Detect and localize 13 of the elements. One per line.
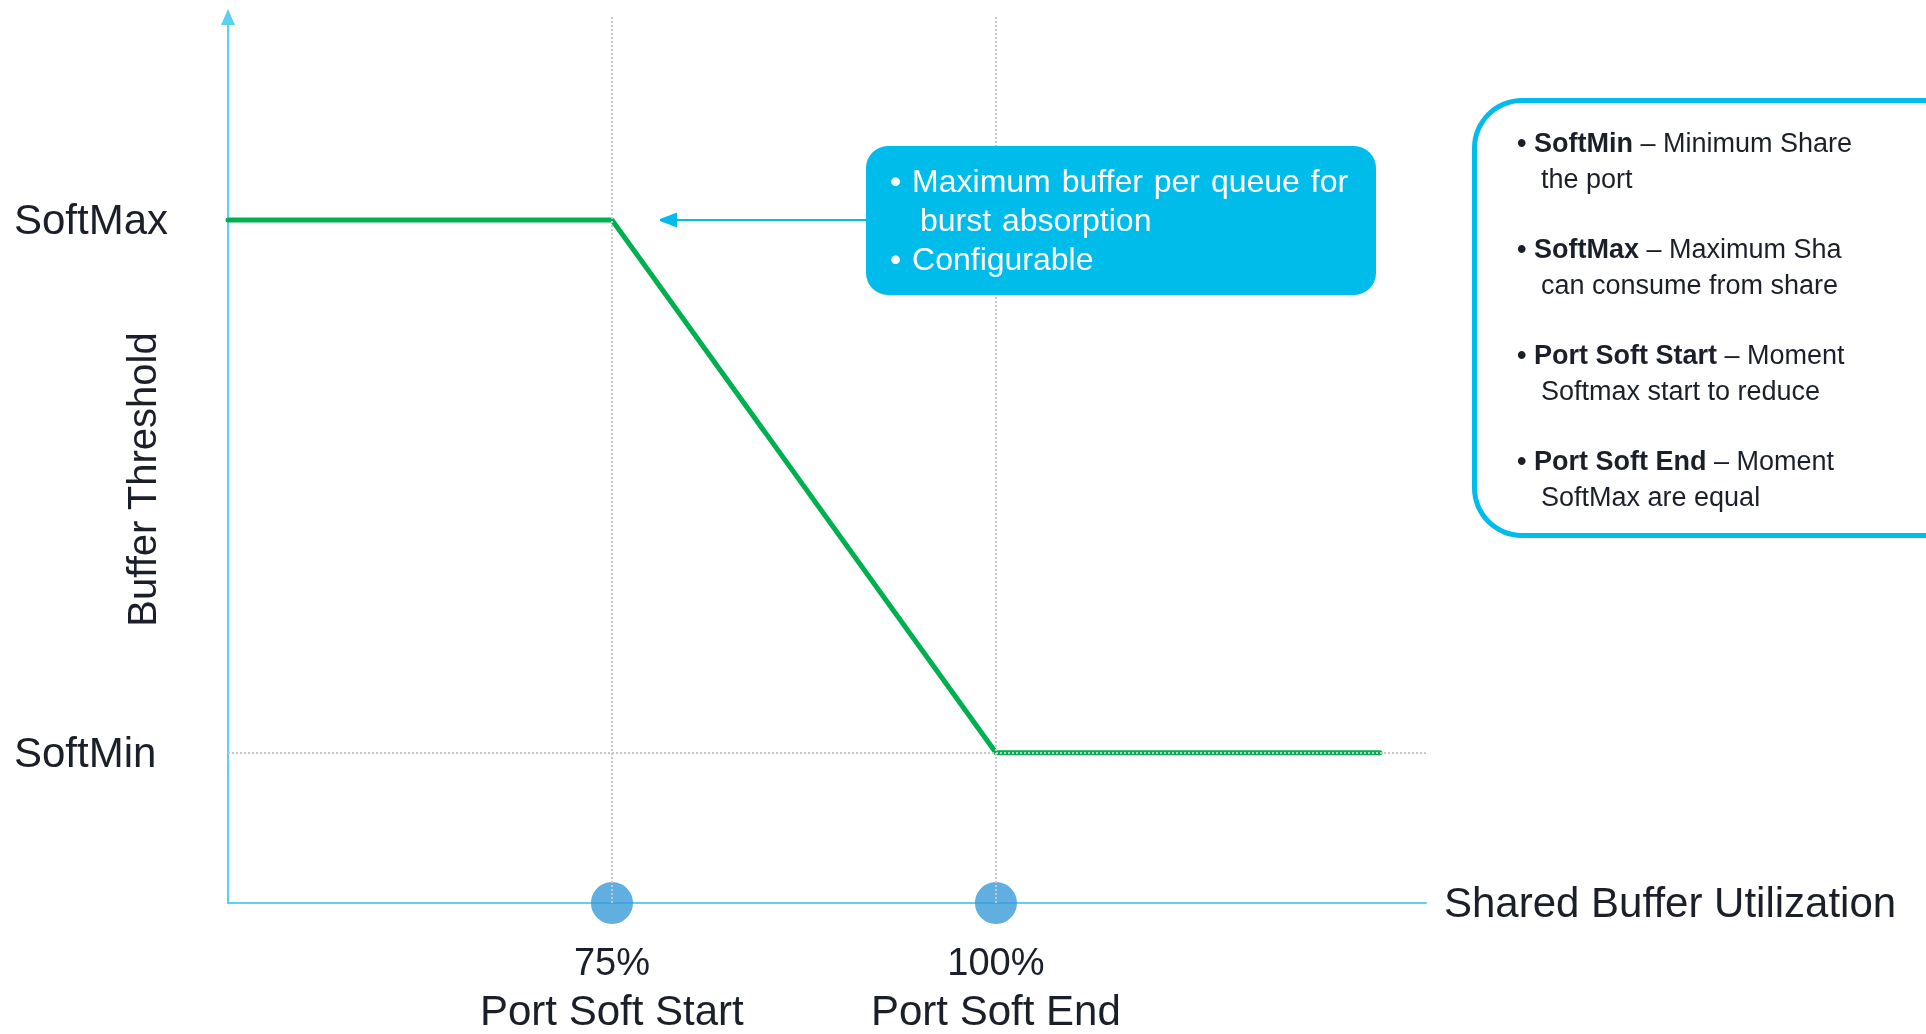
y-axis-title: Buffer Threshold [119, 331, 165, 627]
text: • Port Soft Start – Moment Softmax start to reduce [1517, 339, 1845, 408]
annotation: Port Soft End [870, 987, 1121, 1034]
annotation: • Maximum buffer per queue for burst absorption • Configurable [889, 161, 1349, 279]
annotation: SoftMax [14, 195, 169, 244]
x-axis-title: Shared Buffer Utilization [1444, 879, 1897, 927]
text: • SoftMax – Maximum Sha can consume from share [1517, 233, 1842, 302]
annotation: Port Soft Start [479, 987, 744, 1034]
annotation: SoftMin [14, 728, 157, 777]
x-tick-label: 75% [573, 941, 651, 983]
text: • Port Soft End – Moment SoftMax are equal [1517, 445, 1834, 514]
text: • SoftMin – Minimum Share the port [1517, 127, 1853, 196]
x-tick-label: 100% [947, 941, 1045, 983]
